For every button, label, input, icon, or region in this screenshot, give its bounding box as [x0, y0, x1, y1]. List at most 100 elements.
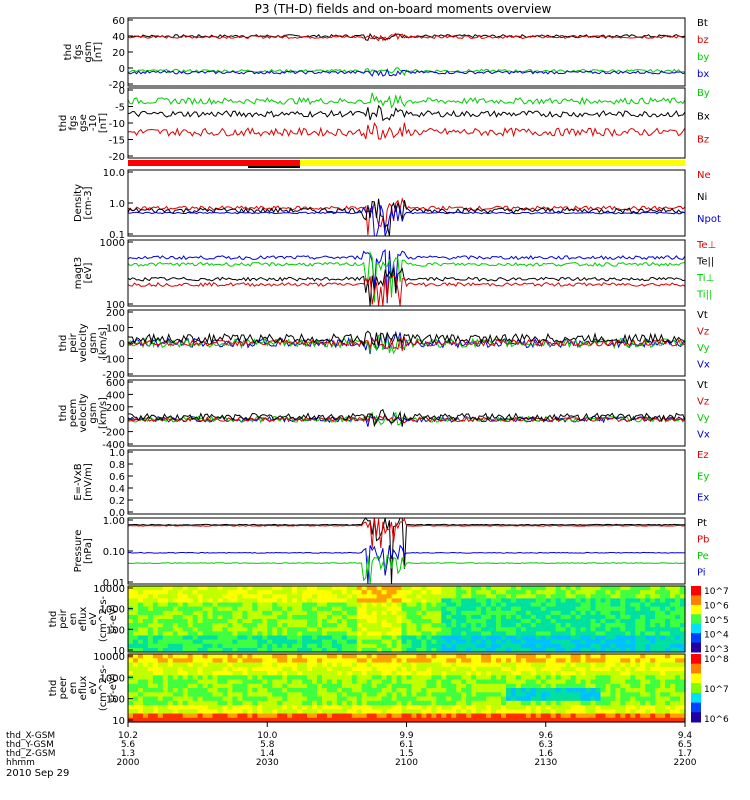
heatmap-cell: [192, 639, 199, 645]
heatmap-cell: [436, 700, 442, 706]
heatmap-cell: [326, 598, 333, 604]
heatmap-cell: [575, 692, 582, 698]
heatmap-cell: [322, 623, 328, 628]
heatmap-cell: [222, 671, 229, 676]
heatmap-cell: [555, 675, 562, 681]
heatmap-cell: [217, 623, 224, 628]
heatmap-cell: [426, 627, 432, 632]
heatmap-cell: [133, 590, 139, 595]
heatmap-cell: [302, 623, 308, 628]
heatmap-cell: [461, 631, 467, 637]
heatmap-cell: [351, 598, 358, 604]
heatmap-cell: [605, 602, 611, 608]
heatmap-cell: [476, 623, 482, 628]
heatmap-cell: [172, 619, 179, 624]
heatmap-cell: [376, 705, 383, 710]
heatmap-cell: [341, 700, 348, 706]
heatmap-cell: [575, 671, 582, 676]
heatmap-cell: [555, 619, 562, 624]
heatmap-cell: [441, 683, 447, 689]
heatmap-cell: [535, 717, 542, 723]
heatmap-cell: [302, 602, 308, 608]
heatmap-cell: [197, 717, 204, 723]
heatmap-cell: [595, 647, 602, 653]
heatmap-cell: [202, 654, 209, 659]
heatmap-cell: [640, 602, 646, 608]
heatmap-cell: [421, 627, 427, 632]
heatmap-cell: [257, 705, 263, 710]
y-tick-label: 1.0: [109, 199, 125, 210]
heatmap-cell: [550, 683, 557, 689]
heatmap-cell: [282, 643, 288, 649]
heatmap-cell: [142, 606, 149, 612]
heatmap-cell: [486, 643, 492, 649]
heatmap-cell: [262, 700, 268, 706]
heatmap-cell: [152, 662, 159, 668]
heatmap-cell: [128, 679, 134, 685]
heatmap-cell: [371, 692, 378, 698]
heatmap-cell: [560, 688, 567, 693]
heatmap-cell: [371, 619, 378, 624]
heatmap-cell: [128, 643, 134, 649]
heatmap-cell: [600, 586, 607, 591]
heatmap-cell: [242, 709, 248, 715]
heatmap-cell: [217, 713, 224, 719]
heatmap-cell: [655, 619, 661, 624]
heatmap-cell: [128, 683, 134, 689]
heatmap-cell: [312, 717, 318, 723]
heatmap-cell: [361, 709, 368, 715]
heatmap-cell: [128, 610, 134, 616]
heatmap-cell: [530, 705, 537, 710]
heatmap-cell: [540, 692, 547, 698]
heatmap-cell: [585, 683, 592, 689]
heatmap-cell: [257, 709, 263, 715]
heatmap-cell: [625, 639, 631, 645]
heatmap-cell: [635, 700, 641, 706]
heatmap-cell: [665, 619, 671, 624]
heatmap-cell: [630, 623, 636, 628]
heatmap-cell: [287, 614, 293, 620]
heatmap-cell: [222, 614, 229, 620]
heatmap-cell: [366, 683, 373, 689]
heatmap-cell: [346, 696, 353, 702]
heatmap-cell: [182, 602, 189, 608]
heatmap-cell: [282, 654, 288, 659]
heatmap-cell: [351, 717, 358, 723]
heatmap-cell: [451, 643, 457, 649]
heatmap-cell: [515, 696, 522, 702]
legend-Pe: Pe: [697, 551, 709, 562]
heatmap-cell: [297, 662, 303, 668]
heatmap-cell: [147, 717, 154, 723]
heatmap-cell: [496, 639, 502, 645]
heatmap-cell: [451, 709, 457, 715]
heatmap-cell: [297, 666, 303, 672]
heatmap-cell: [162, 590, 169, 595]
heatmap-cell: [451, 606, 457, 612]
heatmap-cell: [182, 614, 189, 620]
heatmap-cell: [157, 688, 164, 693]
legend-Ez: Ez: [697, 450, 709, 461]
heatmap-cell: [600, 679, 607, 685]
heatmap-cell: [312, 709, 318, 715]
heatmap-cell: [322, 666, 328, 672]
heatmap-cell: [575, 619, 582, 624]
heatmap-cell: [431, 598, 437, 604]
heatmap-cell: [247, 705, 253, 710]
heatmap-cell: [461, 658, 467, 664]
heatmap-cell: [525, 717, 532, 723]
y-tick-label: 0.4: [109, 484, 125, 495]
y-axis-label: velocity: [78, 393, 89, 432]
heatmap-cell: [486, 635, 492, 641]
heatmap-cell: [540, 666, 547, 672]
heatmap-cell: [177, 627, 184, 632]
heatmap-cell: [640, 709, 646, 715]
heatmap-cell: [501, 700, 507, 706]
heatmap-cell: [570, 654, 577, 659]
heatmap-cell: [675, 639, 681, 645]
heatmap-cell: [610, 619, 616, 624]
heatmap-cell: [605, 705, 611, 710]
heatmap-cell: [491, 709, 497, 715]
heatmap-cell: [227, 713, 234, 719]
heatmap-cell: [227, 654, 234, 659]
